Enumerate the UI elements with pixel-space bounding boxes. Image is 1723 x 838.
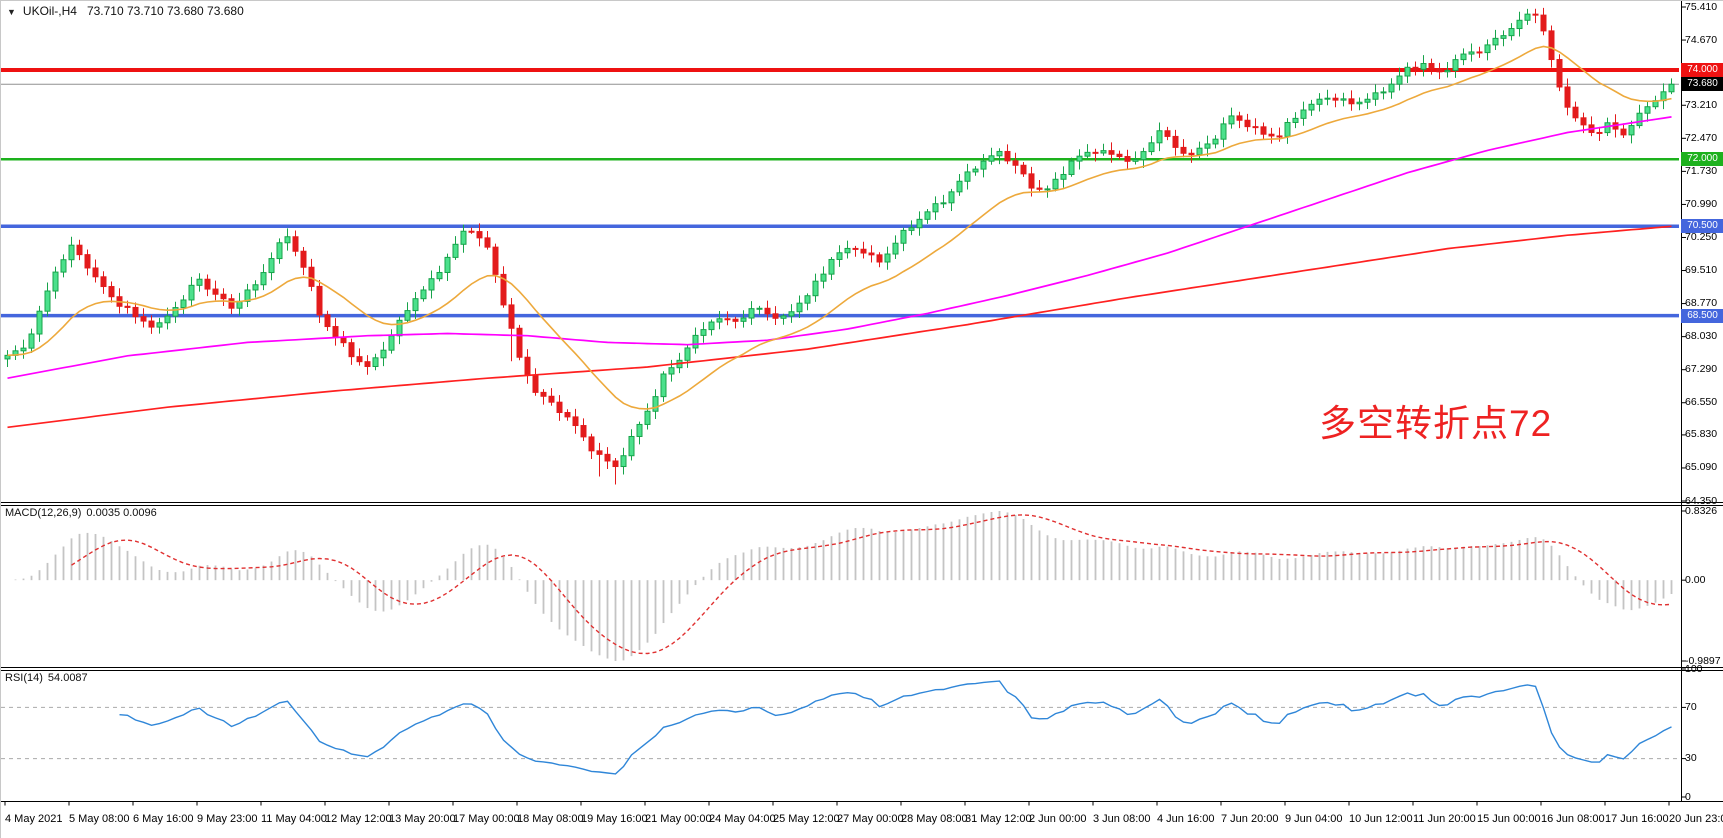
macd-name: MACD(12,26,9) [5,507,82,519]
time-tick-label: 4 Jun 16:00 [1157,813,1215,825]
chart-title: ▼ UKOil-,H4 73.710 73.710 73.680 73.680 [7,4,244,18]
macd-tick-label: 0.8326 [1685,504,1718,517]
macd-tick-label: -0.9897 [1685,654,1721,667]
ohlc-quotes: 73.710 73.710 73.680 73.680 [86,4,244,18]
macd-indicator-label: MACD(12,26,9) 0.0035 0.0096 [5,507,162,519]
time-tick-label: 5 May 08:00 [69,813,130,825]
time-tick-label: 25 May 12:00 [773,813,840,825]
price-tick-label: 70.250 [1685,230,1718,243]
time-tick-label: 31 May 12:00 [965,813,1032,825]
time-tick-label: 20 Jun 23:00 [1669,813,1723,825]
time-tick-label: 10 Jun 12:00 [1349,813,1413,825]
symbol-dropdown-icon[interactable]: ▼ [7,7,16,17]
time-tick-label: 9 May 23:00 [197,813,258,825]
time-tick-label: 16 Jun 08:00 [1541,813,1605,825]
price-tick-label: 64.350 [1685,494,1718,507]
rsi-name: RSI(14) [5,672,43,684]
price-tick-label: 71.730 [1685,164,1718,177]
price-badge-74.000: 74.000 [1681,62,1723,77]
price-tick-label: 72.470 [1685,131,1718,144]
symbol-period-label: UKOil-,H4 [22,4,77,18]
time-tick-label: 4 May 2021 [5,813,63,825]
price-tick-label: 66.550 [1685,396,1718,409]
price-badge-68.500: 68.500 [1681,308,1723,323]
price-tick-label: 73.210 [1685,98,1718,111]
rsi-value: 54.0087 [47,672,88,684]
macd-histogram [14,511,1673,661]
rsi-tick-label: 30 [1685,752,1697,765]
time-tick-label: 19 May 16:00 [581,813,648,825]
ma-mid-line [7,116,1672,380]
price-tick-label: 70.990 [1685,197,1718,210]
time-tick-label: 11 Jun 20:00 [1413,813,1476,825]
annotation-text[interactable]: 多空转折点72 [1319,403,1553,444]
time-tick-label: 12 May 12:00 [325,813,392,825]
price-badge-70.500: 70.500 [1681,219,1723,234]
time-tick-label: 17 May 00:00 [453,813,520,825]
time-tick-label: 9 Jun 04:00 [1285,813,1343,825]
macd-values: 0.0035 0.0096 [86,507,157,519]
price-tick-label: 74.670 [1685,33,1718,46]
time-tick-label: 27 May 00:00 [837,813,904,825]
price-tick-label: 69.510 [1685,264,1718,277]
price-badge-72.000: 72.000 [1681,152,1723,167]
time-tick-label: 21 May 00:00 [645,813,712,825]
rsi-line [119,680,1672,775]
price-tick-label: 65.090 [1685,461,1718,474]
time-tick-label: 7 Jun 20:00 [1221,813,1279,825]
time-tick-label: 18 May 08:00 [517,813,584,825]
time-tick-label: 24 May 04:00 [709,813,776,825]
price-tick-label: 67.290 [1685,363,1718,376]
price-badge-73.680: 73.680 [1681,77,1723,92]
time-tick-label: 17 Jun 16:00 [1605,813,1669,825]
time-tick-label: 15 Jun 00:00 [1477,813,1541,825]
price-tick-label: 68.770 [1685,297,1718,310]
time-tick-label: 2 Jun 00:00 [1029,813,1087,825]
rsi-tick-label: 0 [1685,790,1691,803]
time-tick-label: 6 May 16:00 [133,813,194,825]
candles-layer [4,7,1675,485]
rsi-tick-label: 70 [1685,700,1697,713]
time-tick-label: 13 May 20:00 [389,813,456,825]
price-tick-label: 65.830 [1685,428,1718,441]
time-tick-label: 11 May 04:00 [261,813,327,825]
time-tick-label: 3 Jun 08:00 [1093,813,1151,825]
ma-fast-line [7,45,1672,410]
price-tick-label: 68.030 [1685,330,1718,343]
price-tick-label: 75.410 [1685,0,1718,13]
ma-slow-line [7,225,1672,429]
rsi-tick-label: 100 [1685,662,1703,675]
rsi-indicator-label: RSI(14) 54.0087 [5,672,93,684]
time-tick-label: 28 May 08:00 [901,813,968,825]
macd-tick-label: 0.00 [1685,573,1706,586]
